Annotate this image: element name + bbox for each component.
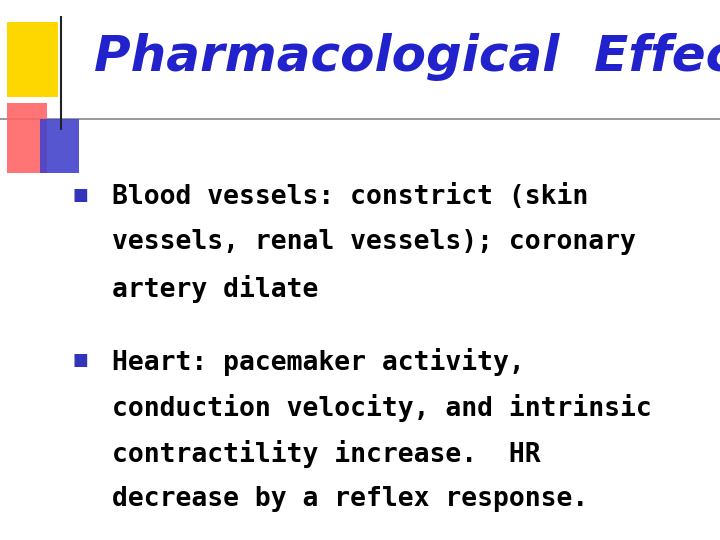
Bar	[7, 22, 58, 97]
Text: vessels, renal vessels); coronary: vessels, renal vessels); coronary	[112, 230, 636, 255]
Text: contractility increase.  HR: contractility increase. HR	[112, 440, 540, 468]
Text: ■: ■	[72, 186, 88, 204]
Text: Pharmacological  Effects: Pharmacological Effects	[94, 33, 720, 80]
Text: Blood vessels: constrict (skin: Blood vessels: constrict (skin	[112, 184, 588, 210]
Text: Heart: pacemaker activity,: Heart: pacemaker activity,	[112, 348, 524, 376]
Text: decrease by a reflex response.: decrease by a reflex response.	[112, 486, 588, 512]
Text: ■: ■	[72, 351, 88, 369]
Text: artery dilate: artery dilate	[112, 275, 318, 303]
Bar	[40, 119, 79, 173]
Text: conduction velocity, and intrinsic: conduction velocity, and intrinsic	[112, 394, 652, 422]
Bar	[7, 103, 47, 173]
